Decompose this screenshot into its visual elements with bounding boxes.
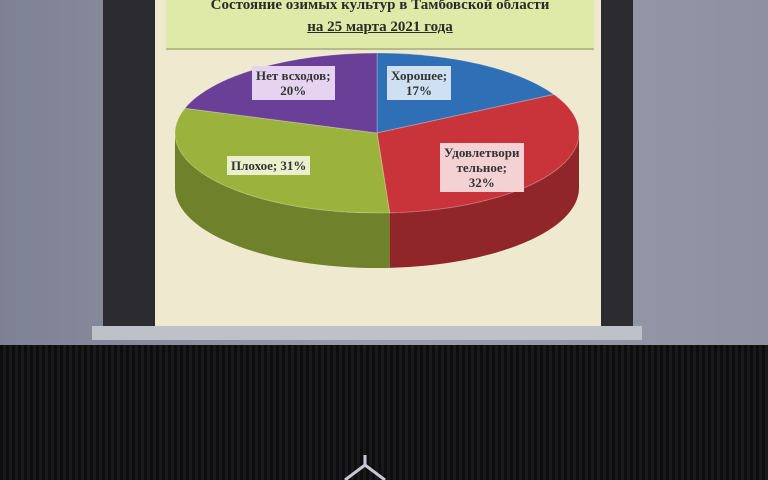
stand xyxy=(344,455,386,480)
slice-label-bad: Плохое; 31% xyxy=(227,156,311,175)
chart-subtitle: на 25 марта 2021 года xyxy=(307,19,453,35)
slice-label-no-sprouts: Нет всходов; 20% xyxy=(252,66,335,100)
pie-side-1 xyxy=(389,133,579,268)
slice-label-satisfactory: Удовлетвори тельное; 32% xyxy=(440,143,524,192)
stage xyxy=(0,345,768,480)
screen-bottom-bar xyxy=(92,326,642,340)
chart-title-box: Состояние озимых культур в Тамбовской об… xyxy=(166,0,594,50)
pie-side-2 xyxy=(175,133,390,268)
slice-label-good: Хорошее; 17% xyxy=(387,66,452,100)
chart-title: Состояние озимых культур в Тамбовской об… xyxy=(210,0,550,13)
